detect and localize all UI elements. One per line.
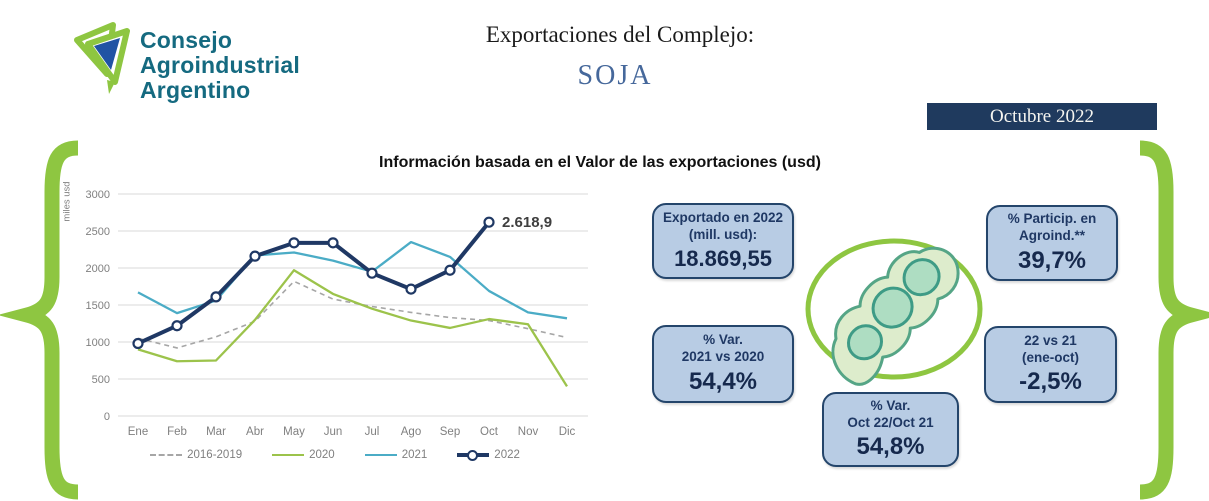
svg-text:Mar: Mar — [206, 426, 226, 438]
svg-text:2000: 2000 — [86, 263, 110, 275]
svg-text:Dic: Dic — [559, 426, 576, 438]
stat-label: Agroind.** — [1019, 228, 1085, 243]
svg-text:Abr: Abr — [246, 426, 264, 438]
stat-label: % Var. — [870, 397, 911, 413]
legend-swatch-teal-line — [364, 453, 397, 457]
logo: Consejo Agroindustrial Argentino — [72, 18, 300, 103]
svg-text:May: May — [283, 426, 305, 438]
legend-item-2021: 2021 — [364, 449, 428, 461]
stat-label: Exportado en 2022 — [662, 210, 784, 226]
legend-label: 2020 — [309, 449, 335, 461]
svg-text:Ago: Ago — [401, 426, 421, 438]
logo-line3: Argentino — [140, 77, 251, 103]
page-title: Exportaciones del Complejo: — [485, 22, 755, 47]
line-chart: 0 500 1000 1500 2000 2500 3000 Ene Feb Mar Abr May J… — [86, 189, 588, 438]
svg-text:Nov: Nov — [518, 426, 539, 438]
svg-text:Jul: Jul — [365, 426, 380, 438]
stat-label: % Particip. en — [1007, 211, 1097, 227]
svg-text:0: 0 — [104, 411, 110, 423]
page-subtitle: SOJA — [577, 60, 653, 91]
legend-item-2016-2019: 2016-2019 — [150, 449, 242, 461]
soy-circle-outline — [805, 238, 983, 380]
svg-text:Ene: Ene — [128, 426, 148, 438]
svg-text:2500: 2500 — [86, 226, 110, 238]
svg-text:1000: 1000 — [86, 337, 110, 349]
stat-value: 54,4% — [688, 367, 758, 395]
logo-line2: Agroindustrial — [140, 52, 300, 78]
stat-label: 2021 vs 2020 — [681, 349, 765, 364]
legend-item-2020: 2020 — [272, 449, 335, 461]
chart-legend: 2016-2019 2020 2021 2022 — [130, 449, 540, 461]
legend-swatch-navy-marker-line — [457, 449, 490, 461]
stat-label: (ene-oct) — [1022, 349, 1079, 365]
legend-swatch-green-line — [272, 453, 305, 457]
svg-text:3000: 3000 — [86, 189, 110, 201]
legend-item-2022: 2022 — [457, 449, 520, 461]
logo-icon — [74, 22, 130, 94]
svg-text:Feb: Feb — [167, 426, 187, 438]
stat-22-vs-21: 22 vs 21 (ene-oct) -2,5% — [984, 326, 1117, 403]
date-badge: Octubre 2022 — [927, 103, 1157, 130]
soybean-illustration — [805, 238, 983, 386]
logo-line1: Consejo — [140, 27, 233, 53]
stat-exported-2022: Exportado en 2022 (mill. usd): 18.869,55 — [652, 203, 794, 279]
legend-label: 2022 — [494, 449, 520, 461]
stat-value: -2,5% — [1019, 368, 1082, 396]
chart-title: Información basada en el Valor de las ex… — [379, 154, 821, 171]
legend-swatch-dashed-line — [150, 454, 183, 456]
legend-label: 2016-2019 — [187, 449, 243, 461]
stat-value: 18.869,55 — [674, 245, 772, 271]
stat-particip-agroind: % Particip. en Agroind.** 39,7% — [986, 205, 1118, 281]
svg-text:1500: 1500 — [86, 300, 110, 312]
soy-pod — [831, 246, 960, 386]
stat-value: 54,8% — [856, 433, 925, 461]
svg-text:Oct: Oct — [480, 426, 499, 438]
stat-label: 22 vs 21 — [1024, 332, 1077, 348]
right-brace — [1139, 140, 1209, 500]
stat-value: 39,7% — [1017, 246, 1087, 274]
stat-label: Oct 22/Oct 21 — [847, 414, 934, 430]
svg-text:Sep: Sep — [440, 426, 460, 438]
stat-label: % Var. — [703, 332, 743, 348]
stat-label: (mill. usd): — [688, 227, 758, 242]
svg-text:Jun: Jun — [324, 426, 343, 438]
svg-text:2.618,9: 2.618,9 — [502, 214, 552, 231]
stat-var-2021-vs-2020: % Var. 2021 vs 2020 54,4% — [652, 325, 794, 403]
logo-wordmark: Consejo Agroindustrial Argentino — [140, 28, 300, 103]
stat-var-oct22-oct21: % Var. Oct 22/Oct 21 54,8% — [822, 392, 959, 467]
legend-label: 2021 — [401, 449, 428, 461]
svg-text:500: 500 — [92, 374, 110, 386]
